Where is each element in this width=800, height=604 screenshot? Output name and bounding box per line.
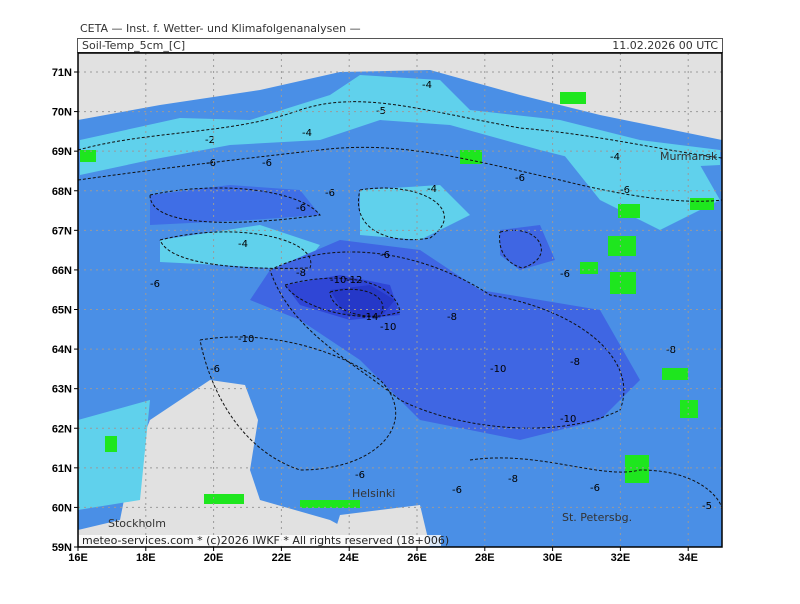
- contour-label: -6: [325, 188, 335, 199]
- contour-label: -6: [590, 483, 600, 494]
- cyan-blob: [360, 185, 470, 240]
- contour-labels: -4 -5 -2 -6 -4 -6 -6 -4 -6 -4 -6 -6 -8 -…: [150, 80, 712, 512]
- contour-label: -10: [330, 275, 346, 286]
- lon-label: 20E: [204, 552, 224, 564]
- contour-label: -4: [302, 128, 312, 139]
- contour-label: -6: [560, 269, 570, 280]
- contour-label: -6: [206, 158, 216, 169]
- lon-label: 34E: [678, 552, 698, 564]
- green-patches: [80, 92, 714, 508]
- contour-label: -8: [570, 357, 580, 368]
- contour-label: -4: [610, 152, 620, 163]
- footer: meteo-services.com * (c)2026 IWKF * All …: [82, 534, 449, 547]
- contour-label: -10: [380, 322, 396, 333]
- contour-label: -8: [508, 474, 518, 485]
- lon-label: 16E: [68, 552, 88, 564]
- cyan-blob: [160, 225, 320, 270]
- lon-label: 22E: [272, 552, 292, 564]
- contour-label: -6: [452, 485, 462, 496]
- contour-label: -4: [427, 184, 437, 195]
- lat-label: 62N: [52, 423, 72, 435]
- footer-box: [79, 535, 441, 546]
- institute: CETA — Inst. f. Wetter- und Klimafolgena…: [80, 22, 361, 35]
- city-label: Murmansk: [660, 150, 718, 163]
- lon-label: 26E: [407, 552, 427, 564]
- contour-label: -10: [560, 414, 576, 425]
- lat-label: 59N: [52, 542, 72, 554]
- contour-label: -8: [666, 345, 676, 356]
- lon-label: 30E: [543, 552, 563, 564]
- contour-label: -12: [346, 275, 362, 286]
- cyan-east: [560, 150, 720, 230]
- dark-blob: [500, 225, 555, 270]
- contour-label: -6: [296, 203, 306, 214]
- lat-label: 66N: [52, 265, 72, 277]
- lon-label: 28E: [475, 552, 495, 564]
- lat-label: 67N: [52, 225, 72, 237]
- cyan-west: [78, 400, 150, 510]
- valid-time: 11.02.2026 00 UTC: [612, 39, 718, 52]
- city-label: Helsinki: [352, 487, 395, 500]
- contour-label: -4: [422, 80, 432, 91]
- dark-band: [150, 185, 320, 225]
- lat-label: 65N: [52, 305, 72, 317]
- contour-label: -6: [355, 470, 365, 481]
- lon-label: 24E: [339, 552, 359, 564]
- contour-label: -10: [238, 334, 254, 345]
- title: Soil-Temp_5cm_[C]: [82, 39, 185, 52]
- contour-label: -14: [362, 312, 378, 323]
- contour-label: -2: [205, 135, 215, 146]
- contour-label: -4: [238, 239, 248, 250]
- graticule: [74, 53, 722, 551]
- map-area: [78, 53, 722, 547]
- lat-label: 71N: [52, 67, 72, 79]
- contour-label: -6: [150, 279, 160, 290]
- city-label: Stockholm: [108, 517, 166, 530]
- city-label: St. Petersbg.: [562, 511, 632, 524]
- contour-label: -6: [262, 158, 272, 169]
- contour-label: -6: [210, 364, 220, 375]
- contour-label: -6: [380, 250, 390, 261]
- contour-label: -8: [447, 312, 457, 323]
- contour-label: -8: [296, 268, 306, 279]
- lon-label: 32E: [611, 552, 631, 564]
- lat-label: 63N: [52, 384, 72, 396]
- lat-label: 70N: [52, 107, 72, 119]
- lon-label: 18E: [136, 552, 156, 564]
- lat-label: 64N: [52, 344, 72, 356]
- contour-label: -6: [515, 173, 525, 184]
- contour-label: -10: [490, 364, 506, 375]
- lat-label: 61N: [52, 463, 72, 475]
- lat-label: 60N: [52, 502, 72, 514]
- lat-label: 69N: [52, 146, 72, 158]
- map-frame: [77, 52, 723, 548]
- contours: [78, 101, 722, 511]
- lat-label: 68N: [52, 186, 72, 198]
- contour-label: -5: [376, 106, 386, 117]
- contour-label: -5: [702, 501, 712, 512]
